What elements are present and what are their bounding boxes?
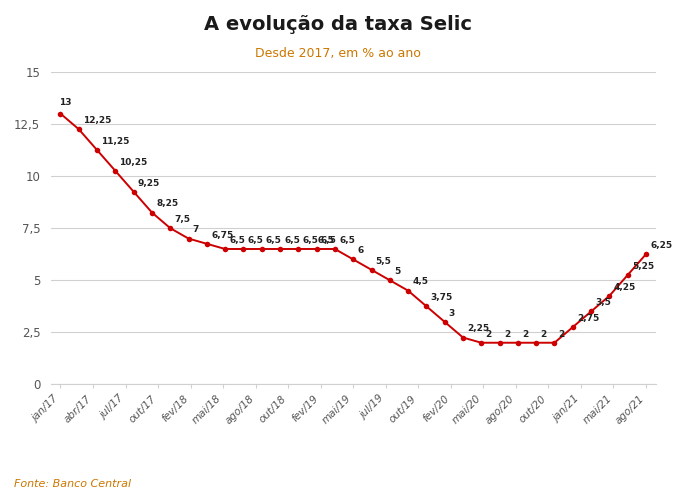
Text: 6,5: 6,5 [247, 236, 264, 245]
Text: 6,56,5: 6,56,5 [302, 236, 334, 245]
Text: 7,5: 7,5 [174, 215, 191, 224]
Text: 2: 2 [558, 329, 565, 339]
Text: A evolução da taxa Selic: A evolução da taxa Selic [204, 15, 472, 34]
Text: 2: 2 [504, 329, 510, 339]
Text: 3: 3 [449, 309, 455, 318]
Text: 6,5: 6,5 [266, 236, 282, 245]
Text: 8,25: 8,25 [156, 199, 178, 208]
Text: 2: 2 [540, 329, 547, 339]
Text: 4,25: 4,25 [614, 283, 636, 292]
Text: 6,25: 6,25 [650, 241, 672, 250]
Text: Desde 2017, em % ao ano: Desde 2017, em % ao ano [255, 47, 421, 60]
Text: Fonte: Banco Central: Fonte: Banco Central [14, 479, 130, 489]
Text: 4,5: 4,5 [412, 277, 429, 287]
Text: 6,5: 6,5 [339, 236, 355, 245]
Text: 12,25: 12,25 [83, 116, 112, 125]
Text: 6,5: 6,5 [229, 236, 245, 245]
Text: 13: 13 [59, 98, 72, 107]
Text: 6: 6 [358, 246, 364, 255]
Text: 3,5: 3,5 [596, 298, 611, 308]
Text: 5,25: 5,25 [632, 262, 654, 271]
Text: 11,25: 11,25 [101, 137, 130, 146]
Text: 7: 7 [193, 225, 199, 235]
Text: 2: 2 [485, 329, 491, 339]
Text: 6,75: 6,75 [211, 231, 233, 240]
Text: 5: 5 [394, 267, 400, 276]
Text: 2,25: 2,25 [467, 324, 489, 333]
Text: 10,25: 10,25 [120, 158, 148, 167]
Text: 3,75: 3,75 [431, 293, 453, 302]
Text: 5,5: 5,5 [376, 256, 391, 266]
Text: 6,5: 6,5 [321, 236, 337, 245]
Text: 6,5: 6,5 [284, 236, 300, 245]
Text: 9,25: 9,25 [138, 179, 160, 187]
Text: 2,75: 2,75 [577, 314, 599, 323]
Text: 2: 2 [522, 329, 529, 339]
